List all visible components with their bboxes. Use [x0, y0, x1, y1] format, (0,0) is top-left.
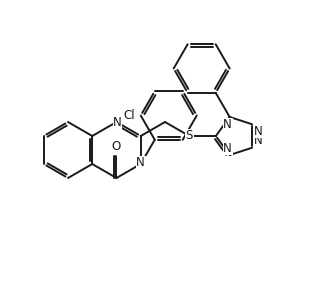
Text: N: N	[113, 116, 122, 130]
Text: Cl: Cl	[123, 109, 135, 122]
Text: S: S	[186, 130, 193, 142]
Text: N: N	[254, 125, 262, 138]
Text: O: O	[112, 140, 121, 154]
Text: N: N	[223, 118, 232, 132]
Text: N: N	[223, 142, 232, 154]
Text: N: N	[254, 134, 262, 147]
Text: N: N	[136, 156, 145, 170]
